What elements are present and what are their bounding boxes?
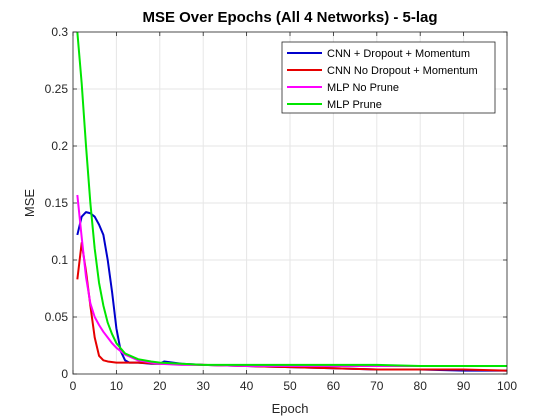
x-tick-label: 10 [110, 379, 124, 393]
x-tick-label: 50 [283, 379, 297, 393]
x-tick-label: 60 [327, 379, 341, 393]
y-tick-label: 0.3 [51, 25, 68, 39]
x-tick-label: 90 [457, 379, 471, 393]
x-tick-label: 80 [414, 379, 428, 393]
x-tick-label: 0 [70, 379, 77, 393]
legend-label: MLP Prune [327, 99, 382, 111]
y-tick-label: 0.1 [51, 253, 68, 267]
legend-label: CNN + Dropout + Momentum [327, 48, 470, 60]
legend-label: CNN No Dropout + Momentum [327, 65, 478, 77]
legend: CNN + Dropout + Momentum CNN No Dropout +… [282, 42, 495, 113]
x-tick-label: 100 [497, 379, 517, 393]
legend-label: MLP No Prune [327, 82, 399, 94]
x-tick-label: 30 [197, 379, 211, 393]
y-axis-label: MSE [22, 189, 37, 218]
x-tick-label: 20 [153, 379, 167, 393]
y-tick-label: 0 [61, 367, 68, 381]
y-tick-label: 0.15 [45, 196, 69, 210]
y-tick-label: 0.05 [45, 310, 69, 324]
y-tick-label: 0.25 [45, 82, 69, 96]
x-tick-label: 70 [370, 379, 384, 393]
x-tick-label: 40 [240, 379, 254, 393]
chart-title: MSE Over Epochs (All 4 Networks) - 5-lag [142, 9, 437, 26]
y-tick-label: 0.2 [51, 139, 68, 153]
x-axis-label: Epoch [272, 401, 309, 416]
